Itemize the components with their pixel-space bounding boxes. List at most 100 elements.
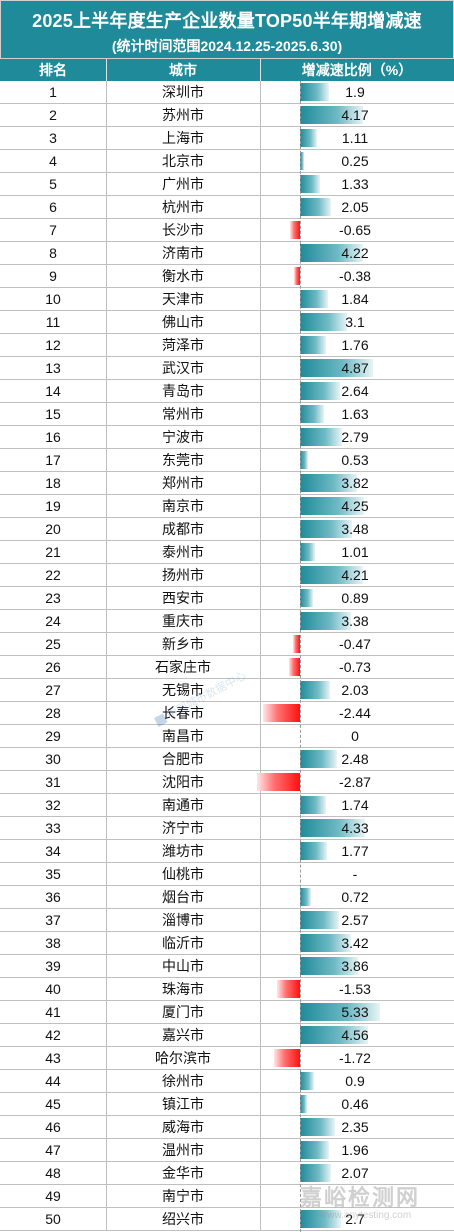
rate-value-label: 1.77 [341,843,369,859]
city-cell: 西安市 [162,590,204,606]
column-divider [260,1070,261,1092]
city-cell: 仙桃市 [162,866,204,882]
column-divider [260,1116,261,1138]
column-divider [260,288,261,310]
city-cell: 天津市 [162,291,204,307]
rank-cell: 1 [49,84,57,100]
rate-value-label: -2.44 [339,705,371,721]
table-row: 15 常州市 1.63 [0,403,454,426]
column-divider [260,909,261,931]
table-row: 34 潍坊市 1.77 [0,840,454,863]
column-divider [260,541,261,563]
column-divider [260,932,261,954]
city-cell: 石家庄市 [155,659,211,675]
positive-bar [300,244,364,262]
header-divider [260,59,261,81]
column-divider [106,1139,107,1161]
table-row: 18 郑州市 3.82 [0,472,454,495]
table-row: 32 南通市 1.74 [0,794,454,817]
table-row: 39 中山市 3.86 [0,955,454,978]
column-divider [106,840,107,862]
negative-bar [277,980,300,998]
column-divider [260,656,261,678]
table-row: 38 临沂市 3.42 [0,932,454,955]
column-divider [260,794,261,816]
positive-bar [300,681,331,699]
column-divider [260,863,261,885]
column-divider [106,633,107,655]
positive-bar [300,129,317,147]
zero-axis-line [300,81,301,1232]
positive-bar [300,1141,330,1159]
table-row: 16 宁波市 2.79 [0,426,454,449]
column-divider [106,932,107,954]
city-cell: 北京市 [162,153,204,169]
rank-cell: 9 [49,268,57,284]
header-rate: 增减速比例（%） [301,62,413,78]
column-divider [106,403,107,425]
column-divider [260,840,261,862]
column-divider [260,81,261,103]
city-cell: 沈阳市 [162,774,204,790]
rank-cell: 38 [45,935,61,951]
rank-cell: 33 [45,820,61,836]
positive-bar [300,290,328,308]
rank-cell: 27 [45,682,61,698]
negative-bar [292,635,300,653]
column-divider [106,587,107,609]
table-row: 20 成都市 3.48 [0,518,454,541]
column-divider [106,909,107,931]
table-row: 45 镇江市 0.46 [0,1093,454,1116]
city-cell: 苏州市 [162,107,204,123]
rate-value-label: 2.03 [341,682,369,698]
column-divider [106,173,107,195]
table-row: 5 广州市 1.33 [0,173,454,196]
rank-cell: 19 [45,498,61,514]
rate-value-label: -0.47 [339,636,371,652]
positive-bar [300,497,364,515]
column-divider [106,127,107,149]
column-divider [106,1001,107,1023]
rate-value-label: 0.9 [345,1073,365,1089]
city-cell: 南宁市 [162,1188,204,1204]
rank-cell: 44 [45,1073,61,1089]
header-divider [106,59,107,81]
table-row: 2 苏州市 4.17 [0,104,454,127]
column-divider [106,1024,107,1046]
rank-cell: 47 [45,1142,61,1158]
column-divider [260,633,261,655]
table-row: 27 无锡市 2.03 [0,679,454,702]
rate-value-label: 1.76 [341,337,369,353]
city-cell: 金华市 [162,1165,204,1181]
column-divider [106,863,107,885]
rank-cell: 39 [45,958,61,974]
column-divider [106,886,107,908]
positive-bar [300,1118,336,1136]
positive-bar [300,198,331,216]
rank-cell: 2 [49,107,57,123]
table-row: 46 威海市 2.35 [0,1116,454,1139]
rank-cell: 21 [45,544,61,560]
city-cell: 绍兴市 [162,1211,204,1227]
rank-cell: 45 [45,1096,61,1112]
rank-cell: 6 [49,199,57,215]
rate-value-label: 2.7 [345,1211,365,1227]
city-cell: 济南市 [162,245,204,261]
rate-value-label: 3.38 [341,613,369,629]
table-row: 37 淄博市 2.57 [0,909,454,932]
rate-value-label: -1.72 [339,1050,371,1066]
rate-value-label: 1.63 [341,406,369,422]
rate-value-label: -1.53 [339,981,371,997]
city-cell: 常州市 [162,406,204,422]
rate-value-label: 0.72 [341,889,369,905]
rank-cell: 46 [45,1119,61,1135]
column-divider [106,1093,107,1115]
rate-value-label: 1.11 [341,130,369,146]
positive-bar [300,543,316,561]
column-divider [106,610,107,632]
column-divider [260,127,261,149]
column-divider [106,334,107,356]
rank-cell: 10 [45,291,61,307]
city-cell: 杭州市 [162,199,204,215]
